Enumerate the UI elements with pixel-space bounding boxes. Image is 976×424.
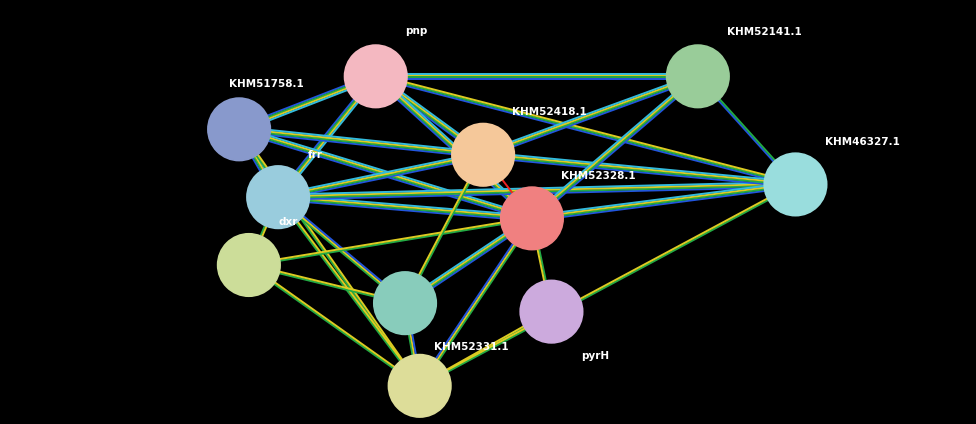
Ellipse shape: [452, 123, 514, 186]
Text: KHM52418.1: KHM52418.1: [512, 107, 588, 117]
Ellipse shape: [764, 153, 827, 216]
Text: pnp: pnp: [405, 26, 427, 36]
Text: KHM51758.1: KHM51758.1: [229, 79, 305, 89]
Ellipse shape: [374, 272, 436, 335]
Ellipse shape: [501, 187, 563, 250]
Ellipse shape: [388, 354, 451, 417]
Ellipse shape: [218, 234, 280, 296]
Text: KHM52331.1: KHM52331.1: [434, 342, 508, 352]
Text: KHM46327.1: KHM46327.1: [825, 137, 900, 147]
Ellipse shape: [345, 45, 407, 108]
Ellipse shape: [208, 98, 270, 161]
Text: frr: frr: [307, 150, 322, 159]
Text: KHM52328.1: KHM52328.1: [561, 171, 635, 181]
Text: dxr: dxr: [278, 218, 298, 227]
Ellipse shape: [247, 166, 309, 229]
Text: pyrH: pyrH: [581, 351, 609, 360]
Text: KHM52141.1: KHM52141.1: [727, 28, 802, 37]
Ellipse shape: [520, 280, 583, 343]
Ellipse shape: [667, 45, 729, 108]
